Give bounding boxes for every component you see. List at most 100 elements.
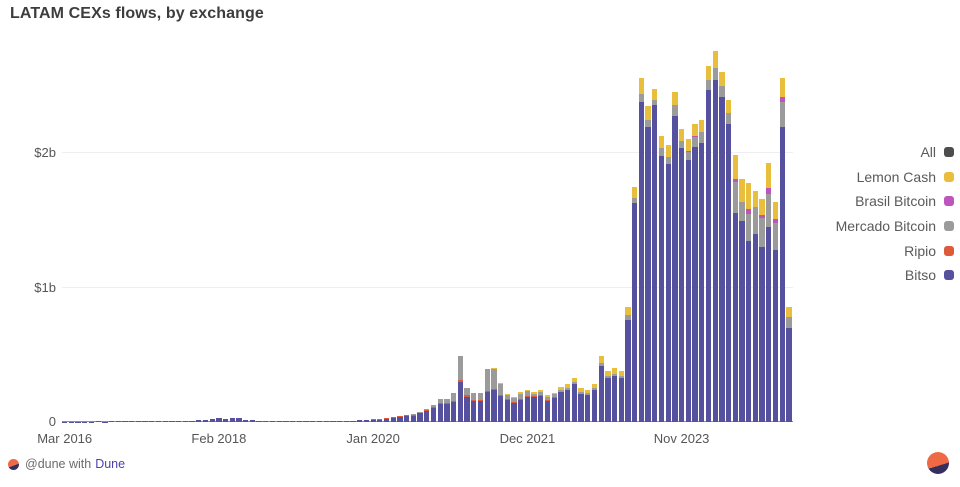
bar-segment-mercado-bitcoin[interactable]: [450, 393, 457, 401]
bar-segment-lemon-cash[interactable]: [564, 384, 571, 388]
bar-segment-lemon-cash[interactable]: [632, 187, 638, 198]
bar-segment-mercado-bitcoin[interactable]: [504, 394, 510, 400]
bar-segment-lemon-cash[interactable]: [779, 78, 785, 98]
bar-segment-bitso[interactable]: [739, 220, 745, 422]
bar-segment-bitso[interactable]: [182, 420, 189, 422]
bar-segment-bitso[interactable]: [162, 421, 168, 422]
bar-segment-ripio[interactable]: [410, 414, 417, 416]
bar-segment-mercado-bitcoin[interactable]: [632, 197, 638, 204]
bar-segment-ripio[interactable]: [484, 391, 490, 393]
bar-segment-bitso[interactable]: [564, 389, 571, 422]
bar-segment-mercado-bitcoin[interactable]: [544, 397, 551, 400]
bar-segment-mercado-bitcoin[interactable]: [477, 393, 484, 400]
bar-segment-lemon-cash[interactable]: [652, 89, 658, 100]
bar-segment-mercado-bitcoin[interactable]: [585, 393, 591, 396]
bar-segment-bitso[interactable]: [256, 420, 262, 422]
bar-segment-bitso[interactable]: [464, 396, 470, 422]
bar-segment-lemon-cash[interactable]: [598, 356, 604, 363]
bar-segment-bitso[interactable]: [370, 419, 376, 422]
bar-segment-lemon-cash[interactable]: [578, 388, 584, 392]
bar-segment-lemon-cash[interactable]: [558, 387, 564, 390]
bar-segment-bitso[interactable]: [665, 164, 671, 422]
bar-segment-bitso[interactable]: [383, 418, 390, 422]
legend-item-ripio[interactable]: Ripio: [836, 238, 954, 263]
bar-segment-ripio[interactable]: [518, 398, 524, 400]
bar-segment-bitso[interactable]: [632, 203, 638, 422]
bar-segment-bitso[interactable]: [129, 421, 135, 422]
bar-segment-lemon-cash[interactable]: [504, 393, 510, 395]
bar-segment-bitso[interactable]: [605, 378, 611, 422]
bar-segment-lemon-cash[interactable]: [705, 66, 712, 80]
bar-segment-bitso[interactable]: [491, 389, 497, 422]
bar-segment-mercado-bitcoin[interactable]: [511, 397, 517, 402]
bar-segment-lemon-cash[interactable]: [712, 51, 718, 68]
bar-segment-bitso[interactable]: [209, 419, 215, 422]
bar-segment-mercado-bitcoin[interactable]: [685, 152, 691, 161]
bar-segment-bitso[interactable]: [678, 148, 685, 422]
bar-segment-bitso[interactable]: [243, 419, 249, 422]
bar-segment-mercado-bitcoin[interactable]: [645, 119, 651, 127]
bar-segment-bitso[interactable]: [504, 399, 510, 422]
bar-segment-lemon-cash[interactable]: [645, 106, 651, 120]
bar-segment-bitso[interactable]: [316, 420, 323, 422]
bar-segment-bitso[interactable]: [786, 328, 792, 422]
bar-segment-brasil-bitcoin[interactable]: [732, 178, 738, 182]
bar-segment-bitso[interactable]: [585, 395, 591, 422]
bar-segment-lemon-cash[interactable]: [719, 71, 725, 87]
bar-segment-lemon-cash[interactable]: [551, 392, 557, 395]
bar-segment-mercado-bitcoin[interactable]: [464, 388, 470, 396]
bar-segment-ripio[interactable]: [417, 412, 423, 414]
bar-segment-bitso[interactable]: [712, 79, 718, 422]
bar-segment-mercado-bitcoin[interactable]: [484, 368, 490, 392]
bar-segment-bitso[interactable]: [169, 421, 175, 422]
bar-segment-ripio[interactable]: [424, 410, 430, 412]
bar-segment-mercado-bitcoin[interactable]: [524, 391, 531, 396]
bar-segment-brasil-bitcoin[interactable]: [772, 219, 779, 224]
bar-segment-bitso[interactable]: [155, 421, 162, 422]
bar-segment-bitso[interactable]: [518, 399, 524, 422]
bar-segment-ripio[interactable]: [397, 416, 403, 417]
bar-segment-bitso[interactable]: [746, 240, 752, 422]
bar-segment-lemon-cash[interactable]: [518, 392, 524, 394]
bar-segment-mercado-bitcoin[interactable]: [518, 393, 524, 399]
bar-segment-bitso[interactable]: [772, 250, 779, 422]
bar-segment-bitso[interactable]: [149, 421, 155, 422]
bar-segment-bitso[interactable]: [638, 102, 645, 422]
bar-segment-mercado-bitcoin[interactable]: [658, 148, 665, 157]
bar-segment-bitso[interactable]: [115, 421, 121, 422]
bar-segment-mercado-bitcoin[interactable]: [625, 314, 631, 320]
bar-segment-bitso[interactable]: [236, 418, 242, 422]
bar-segment-ripio[interactable]: [444, 402, 450, 404]
bar-segment-bitso[interactable]: [350, 420, 356, 422]
bar-segment-brasil-bitcoin[interactable]: [746, 208, 752, 214]
bar-segment-bitso[interactable]: [122, 421, 128, 422]
bar-segment-bitso[interactable]: [732, 212, 738, 422]
bar-segment-lemon-cash[interactable]: [766, 162, 772, 189]
bar-segment-mercado-bitcoin[interactable]: [457, 355, 463, 381]
bar-segment-mercado-bitcoin[interactable]: [665, 157, 671, 165]
bar-segment-bitso[interactable]: [363, 420, 370, 422]
bar-segment-lemon-cash[interactable]: [618, 370, 624, 376]
bar-segment-bitso[interactable]: [424, 411, 430, 422]
bar-segment-brasil-bitcoin[interactable]: [692, 136, 698, 138]
bar-segment-bitso[interactable]: [591, 390, 598, 422]
bar-segment-brasil-bitcoin[interactable]: [766, 188, 772, 194]
bar-segment-bitso[interactable]: [457, 381, 463, 422]
bar-segment-bitso[interactable]: [430, 407, 437, 422]
bar-segment-bitso[interactable]: [524, 396, 531, 422]
bar-segment-lemon-cash[interactable]: [571, 377, 577, 382]
bar-segment-mercado-bitcoin[interactable]: [739, 201, 745, 221]
bar-segment-lemon-cash[interactable]: [544, 395, 551, 398]
bar-segment-bitso[interactable]: [725, 123, 732, 422]
bar-segment-bitso[interactable]: [471, 400, 477, 422]
bar-segment-ripio[interactable]: [511, 402, 517, 403]
bar-segment-lemon-cash[interactable]: [732, 154, 738, 179]
bar-segment-bitso[interactable]: [551, 397, 557, 422]
bar-segment-mercado-bitcoin[interactable]: [746, 213, 752, 241]
bar-segment-bitso[interactable]: [249, 420, 256, 422]
legend-item-all[interactable]: All: [836, 140, 954, 165]
bar-segment-ripio[interactable]: [404, 415, 410, 417]
bar-segment-mercado-bitcoin[interactable]: [471, 393, 477, 400]
bar-segment-mercado-bitcoin[interactable]: [732, 181, 738, 213]
bar-segment-lemon-cash[interactable]: [725, 99, 732, 114]
